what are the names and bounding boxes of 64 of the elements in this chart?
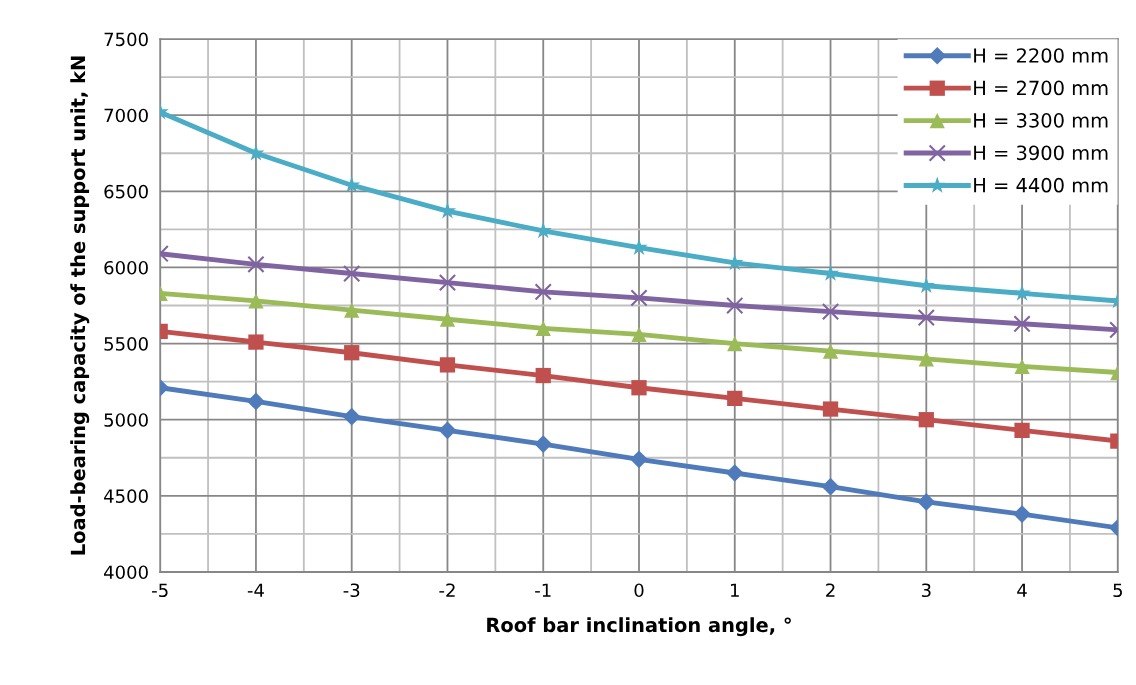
- point: [631, 380, 647, 396]
- x-tick-label: -4: [247, 583, 264, 597]
- y-tick-label: 5000: [104, 413, 148, 427]
- y-tick-label: 4500: [104, 489, 148, 503]
- point: [248, 293, 264, 309]
- y-tick-label: 6500: [104, 184, 148, 199]
- point: [344, 345, 360, 361]
- y-tick-label: 7500: [104, 32, 148, 47]
- point: [821, 477, 840, 496]
- y-tick-label: 4000: [104, 565, 148, 580]
- legend-label: H = 3300 mm: [974, 113, 1108, 128]
- x-tick-label: 4: [1017, 583, 1027, 597]
- point: [821, 264, 840, 281]
- x-axis-title: Roof bar inclination angle, °: [487, 617, 791, 637]
- point: [438, 421, 457, 440]
- x-tick-label: 1: [731, 583, 739, 597]
- x-tick-label: 2: [826, 583, 835, 597]
- point: [822, 343, 839, 359]
- legend-label: H = 4400 mm: [974, 177, 1108, 193]
- point: [343, 264, 361, 283]
- y-axis-title: Load-bearing capacity of the support unit, kN: [70, 56, 90, 555]
- x-tick-label: -2: [439, 583, 455, 597]
- point: [1013, 315, 1031, 333]
- x-tick-label: -1: [535, 583, 551, 597]
- point: [918, 351, 934, 367]
- point: [630, 289, 648, 307]
- legend-label: H = 3900 mm: [974, 145, 1108, 161]
- point: [918, 412, 934, 428]
- point: [1013, 505, 1031, 523]
- point: [247, 392, 265, 411]
- point: [1014, 358, 1030, 375]
- point: [438, 273, 457, 292]
- point: [822, 401, 839, 417]
- point: [917, 309, 935, 327]
- point: [1013, 284, 1031, 301]
- x-tick-label: 0: [634, 583, 644, 598]
- y-tick-label: 5500: [104, 337, 148, 351]
- y-tick-label: 7000: [104, 108, 148, 123]
- point: [725, 464, 744, 482]
- legend-label: H = 2700 mm: [974, 80, 1108, 96]
- point: [342, 407, 361, 426]
- y-tick-label: 6000: [104, 260, 148, 275]
- point: [439, 311, 456, 327]
- point: [344, 302, 360, 318]
- x-tick-label: -3: [343, 583, 360, 598]
- point: [535, 320, 551, 336]
- legend-label: H = 2200 mm: [974, 48, 1108, 63]
- point: [821, 302, 840, 321]
- point: [917, 493, 936, 511]
- point: [248, 334, 264, 350]
- point: [727, 390, 743, 407]
- point: [726, 296, 744, 315]
- point: [534, 283, 552, 301]
- point: [727, 335, 743, 352]
- x-tick-label: 3: [921, 583, 931, 598]
- x-tick-label: -5: [152, 583, 168, 598]
- point: [247, 255, 265, 274]
- point: [534, 435, 553, 453]
- point: [630, 450, 648, 469]
- x-tick-label: 5: [1113, 583, 1122, 598]
- point: [535, 367, 551, 384]
- point: [631, 326, 647, 343]
- point: [1014, 422, 1030, 439]
- point: [439, 357, 456, 373]
